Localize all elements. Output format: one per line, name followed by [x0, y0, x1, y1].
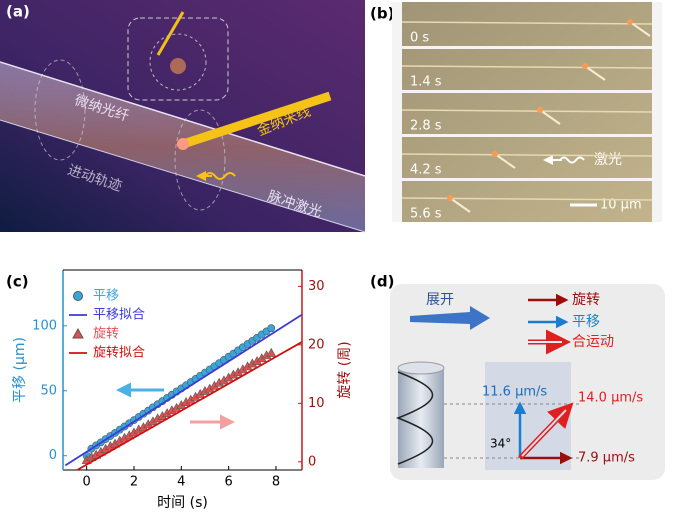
fit-line — [76, 341, 303, 471]
x-tick-label: 6 — [225, 475, 233, 490]
time-label: 5.6 s — [410, 207, 442, 222]
time-label: 4.2 s — [410, 163, 442, 178]
y2-tick-label: 0 — [308, 454, 316, 469]
panel-c: (c) 0 2 4 6 8 0 50 100 0 10 20 30 时间 (s) 平移 (μm) 旋转 (周… — [6, 269, 353, 511]
legend-label: 旋转 — [572, 292, 600, 308]
panel-label: (a) — [6, 3, 30, 21]
spot — [582, 63, 588, 69]
wire — [401, 109, 653, 113]
separator — [402, 178, 652, 181]
angle-label: 34° — [490, 437, 511, 451]
nanowire — [494, 153, 516, 169]
nanowire — [584, 65, 606, 81]
legend-key — [73, 291, 83, 301]
y2-tick-label: 20 — [308, 337, 325, 352]
separator — [402, 46, 652, 49]
label: 激光 — [594, 151, 622, 168]
legend-label: 合运动 — [572, 334, 614, 350]
nanowire — [629, 21, 651, 37]
x-axis-label: 时间 (s) — [157, 495, 208, 511]
wire — [401, 65, 653, 69]
spot — [492, 151, 498, 157]
separator — [402, 90, 652, 93]
y2-axis-label: 旋转 (周) — [337, 341, 353, 398]
panel-label: (c) — [6, 273, 29, 291]
x-tick-label: 8 — [272, 475, 280, 490]
point — [267, 324, 276, 333]
x-tick-label: 4 — [177, 475, 185, 490]
spot — [447, 195, 453, 201]
scale-label: 10 μm — [600, 198, 642, 213]
y2-tick-label: 30 — [308, 279, 325, 294]
y-axis-label: 平移 (μm) — [12, 337, 28, 403]
time-label: 0 s — [410, 31, 429, 46]
y2-tick-label: 10 — [308, 396, 325, 411]
point — [266, 347, 277, 357]
x-tick-label: 2 — [130, 475, 138, 490]
wire — [401, 197, 653, 201]
time-label: 2.8 s — [410, 119, 442, 134]
panel-b: (b) 激光 10 μm 0 s 1.4 s 2.8 s 4.2 s 5.6 s — [370, 2, 662, 222]
spot — [627, 19, 633, 25]
legend-label: 平移拟合 — [93, 308, 145, 323]
x-tick-label: 0 — [83, 475, 91, 490]
fit-line — [64, 313, 303, 467]
y-tick-label: 50 — [40, 383, 57, 398]
panel-label: (b) — [370, 5, 394, 23]
time-label: 1.4 s — [410, 75, 442, 90]
legend-label: 旋转 — [93, 327, 119, 342]
y-tick-label: 0 — [49, 448, 57, 463]
panel-label: (d) — [370, 273, 394, 291]
spot — [537, 107, 543, 113]
legend-label: 旋转拟合 — [93, 346, 145, 361]
panel-a: (a) 微纳光纤 进动轨迹 金纳米线 脉冲激光 — [0, 0, 366, 233]
vector-label: 11.6 μm/s — [482, 385, 547, 400]
nanowire — [449, 197, 471, 213]
legend-key — [72, 327, 84, 339]
separator — [402, 134, 652, 137]
legend-label: 平移 — [93, 289, 119, 304]
y-tick-label: 100 — [32, 318, 57, 333]
vector-label: 14.0 μm/s — [578, 391, 643, 406]
wire — [401, 21, 653, 25]
label: 展开 — [426, 292, 454, 308]
vector-label: 7.9 μm/s — [578, 451, 635, 466]
nanowire — [539, 109, 561, 125]
panel-d: (d) 展开 旋转 平移 合运动 11.6 μm/s 14.0 μm/s 7.9… — [370, 273, 665, 480]
wire — [401, 153, 653, 157]
legend-label: 平移 — [572, 314, 600, 330]
